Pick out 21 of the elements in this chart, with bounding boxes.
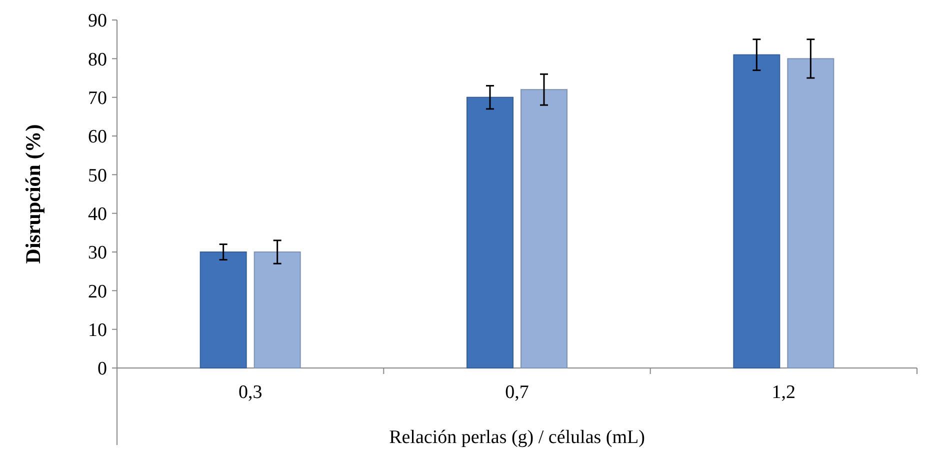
x-tick-label: 1,2 bbox=[772, 382, 796, 403]
bar bbox=[466, 96, 514, 368]
x-axis-title: Relación perlas (g) / células (mL) bbox=[389, 427, 645, 448]
bar bbox=[200, 252, 247, 368]
bar bbox=[787, 58, 834, 368]
y-tick-label: 40 bbox=[88, 204, 107, 225]
y-tick-label: 80 bbox=[88, 49, 107, 70]
y-tick-label: 30 bbox=[88, 242, 107, 264]
y-tick-label: 0 bbox=[98, 358, 107, 380]
y-tick-label: 70 bbox=[88, 88, 107, 109]
y-tick-label: 50 bbox=[88, 165, 107, 186]
y-tick-label: 20 bbox=[88, 281, 107, 302]
y-tick-label: 10 bbox=[88, 320, 107, 341]
x-tick-label: 0,7 bbox=[505, 382, 529, 403]
x-tick-label: 0,3 bbox=[238, 382, 262, 403]
y-tick-label: 90 bbox=[88, 10, 107, 32]
y-axis-title: Disrupción (%) bbox=[21, 124, 45, 264]
y-tick-label: 60 bbox=[88, 126, 107, 148]
bar bbox=[520, 89, 568, 368]
bar bbox=[733, 54, 780, 368]
bar bbox=[254, 252, 301, 368]
